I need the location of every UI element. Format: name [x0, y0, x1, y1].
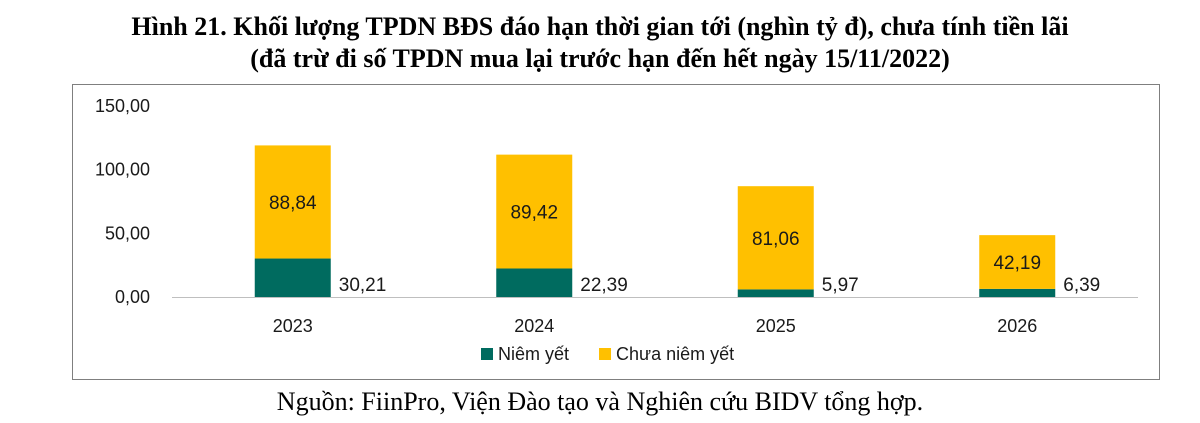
bar-segment-unlisted — [979, 235, 1056, 289]
legend-swatch — [481, 348, 493, 360]
x-tick-label: 2023 — [273, 316, 313, 336]
data-label-unlisted: 89,42 — [510, 203, 558, 224]
legend-swatch — [599, 348, 612, 360]
data-label-unlisted: 88,84 — [269, 193, 317, 214]
source-note: Nguồn: FiinPro, Viện Đào tạo và Nghiên c… — [276, 387, 924, 416]
data-label-unlisted: 42,19 — [993, 253, 1041, 274]
legend-label: Niêm yết — [498, 344, 569, 364]
bar-segment-unlisted — [496, 154, 573, 269]
bar-segment-listed — [496, 268, 573, 297]
y-tick-label: 100,00 — [95, 160, 150, 180]
bar-segment-unlisted — [254, 145, 331, 259]
data-label-listed: 6,39 — [1063, 275, 1100, 296]
chart-title-line-1: Hình 21. Khối lượng TPDN BĐS đáo hạn thờ… — [131, 12, 1069, 41]
y-tick-label: 150,00 — [95, 96, 150, 116]
data-label-listed: 30,21 — [339, 275, 387, 296]
legend-label: Chưa niêm yết — [616, 344, 734, 364]
x-tick-label: 2025 — [756, 316, 796, 336]
chart-frame — [72, 84, 1160, 380]
bar-segment-unlisted — [737, 186, 814, 290]
data-label-listed: 5,97 — [822, 275, 859, 296]
data-label-listed: 22,39 — [580, 275, 628, 296]
chart-title-line-2: (đã trừ đi số TPDN mua lại trước hạn đến… — [250, 44, 950, 73]
x-tick-label: 2026 — [997, 316, 1037, 336]
x-tick-label: 2024 — [514, 316, 554, 336]
bar-segment-listed — [979, 288, 1056, 297]
y-tick-label: 50,00 — [105, 223, 150, 243]
y-tick-label: 0,00 — [115, 287, 150, 307]
bar-segment-listed — [737, 289, 814, 297]
bar-segment-listed — [254, 258, 331, 297]
data-label-unlisted: 81,06 — [752, 229, 800, 250]
